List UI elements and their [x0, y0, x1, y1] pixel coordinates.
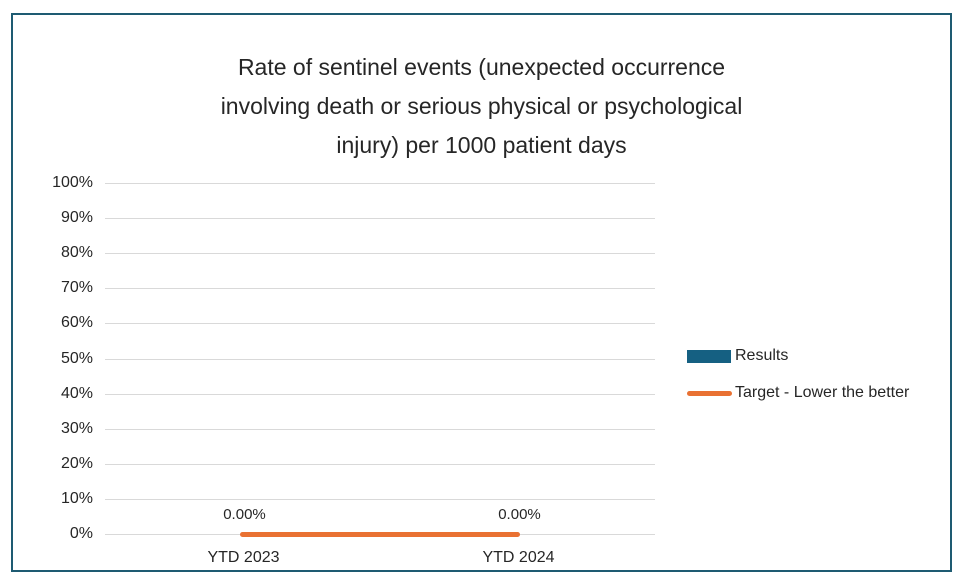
gridline — [105, 358, 655, 360]
y-axis-tick-label: 80% — [60, 244, 93, 262]
chart-title-line: injury) per 1000 patient days — [336, 132, 627, 158]
y-axis-tick-label: 40% — [60, 384, 93, 402]
gridline — [105, 253, 655, 255]
data-label: 0.00% — [223, 506, 266, 523]
gridline — [105, 218, 655, 220]
gridline — [105, 183, 655, 184]
y-axis-tick-label: 50% — [60, 349, 93, 367]
y-axis-tick-label: 20% — [60, 454, 93, 472]
chart-title-line: Rate of sentinel events (unexpected occu… — [237, 54, 726, 80]
y-axis-tick-label: 60% — [60, 314, 93, 332]
target-series-swatch-icon — [687, 390, 732, 396]
x-axis-label: YTD 2024 — [482, 549, 555, 566]
gridline — [105, 323, 655, 325]
legend-item-results: Results — [687, 347, 909, 364]
y-axis-tick-label: 30% — [60, 419, 93, 437]
gridline — [105, 498, 655, 500]
chart-border-frame: Rate of sentinel events (unexpected occu… — [11, 13, 952, 572]
y-axis-tick-label: 10% — [60, 489, 93, 507]
legend-item-target: Target - Lower the better — [687, 384, 910, 401]
data-label: 0.00% — [498, 506, 541, 523]
target-line-series — [240, 531, 520, 537]
legend-label-target: Target - Lower the better — [735, 384, 910, 401]
x-axis-label: YTD 2023 — [207, 549, 280, 566]
y-axis-tick-label: 70% — [60, 279, 93, 297]
results-series-swatch-icon — [687, 349, 731, 363]
y-axis-tick-label: 100% — [52, 174, 93, 191]
legend: Results Target - Lower the better — [687, 347, 910, 422]
gridline — [105, 463, 655, 465]
gridline — [105, 428, 655, 430]
y-axis-tick-label: 0% — [69, 525, 93, 542]
chart-title-line: involving death or serious physical or p… — [220, 93, 743, 119]
chart-title: Rate of sentinel events (unexpected occu… — [13, 48, 950, 165]
legend-label-results: Results — [735, 347, 789, 364]
gridline — [105, 288, 655, 290]
gridline — [105, 393, 655, 395]
y-axis-tick-label: 90% — [60, 209, 93, 227]
